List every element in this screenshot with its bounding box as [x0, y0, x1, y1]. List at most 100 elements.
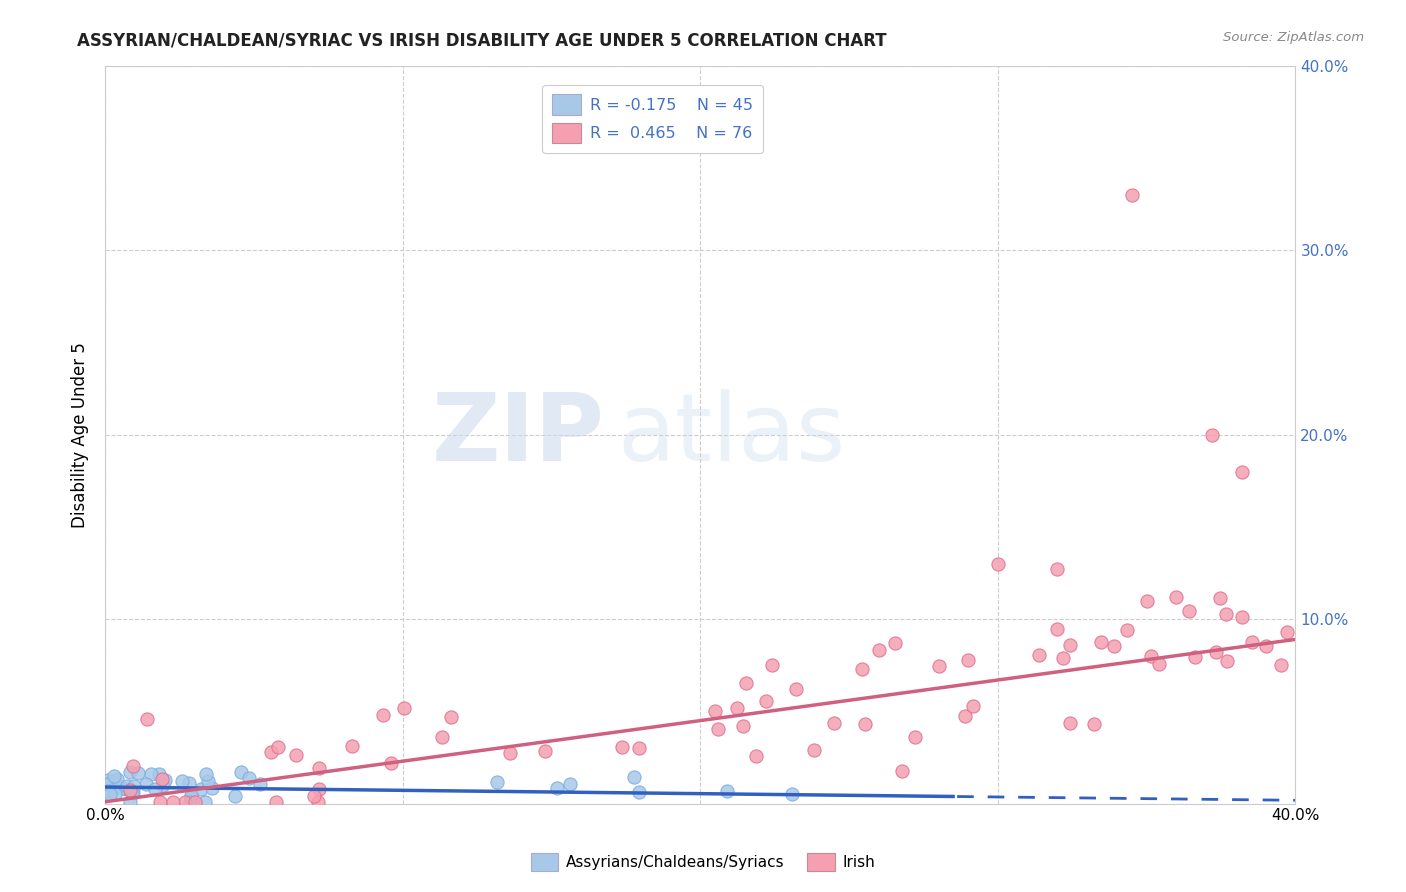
Point: [904, 730, 927, 744]
Point: [623, 770, 645, 784]
Point: [957, 653, 980, 667]
Text: Source: ZipAtlas.com: Source: ZipAtlas.com: [1223, 31, 1364, 45]
Point: [1201, 427, 1223, 442]
Point: [342, 739, 364, 753]
Point: [149, 795, 172, 809]
Point: [284, 747, 307, 762]
Point: [105, 772, 128, 787]
Point: [197, 774, 219, 789]
Point: [97, 777, 120, 791]
Point: [103, 787, 125, 801]
Point: [114, 782, 136, 797]
Point: [121, 759, 143, 773]
Point: [302, 789, 325, 803]
Point: [440, 710, 463, 724]
Point: [380, 756, 402, 770]
Point: [308, 781, 330, 796]
Point: [1166, 590, 1188, 604]
Text: ZIP: ZIP: [432, 389, 605, 481]
Point: [118, 783, 141, 797]
Point: [190, 781, 212, 796]
Point: [1184, 649, 1206, 664]
Point: [135, 777, 157, 791]
Point: [111, 780, 134, 795]
Point: [785, 681, 807, 696]
Point: [755, 694, 778, 708]
Point: [962, 698, 984, 713]
Point: [1059, 638, 1081, 652]
Point: [308, 761, 330, 775]
Point: [1177, 604, 1199, 618]
Point: [260, 745, 283, 759]
Point: [231, 764, 253, 779]
Point: [118, 764, 141, 779]
Point: [307, 795, 329, 809]
Point: [1139, 648, 1161, 663]
Point: [868, 643, 890, 657]
Point: [1256, 640, 1278, 654]
Point: [707, 722, 730, 736]
Point: [179, 795, 201, 809]
Point: [373, 708, 395, 723]
Point: [534, 744, 557, 758]
Point: [103, 769, 125, 783]
Point: [546, 781, 568, 796]
Point: [170, 774, 193, 789]
Point: [127, 766, 149, 780]
Point: [1149, 657, 1171, 671]
Text: atlas: atlas: [617, 389, 845, 481]
Point: [955, 709, 977, 723]
Point: [180, 790, 202, 805]
Point: [1046, 562, 1069, 576]
Point: [782, 787, 804, 801]
Point: [745, 748, 768, 763]
Point: [105, 777, 128, 791]
Point: [1270, 658, 1292, 673]
Point: [761, 657, 783, 672]
Point: [560, 777, 582, 791]
Point: [1205, 645, 1227, 659]
Point: [193, 795, 215, 809]
Legend: R = -0.175    N = 45, R =  0.465    N = 76: R = -0.175 N = 45, R = 0.465 N = 76: [543, 85, 763, 153]
Point: [150, 772, 173, 786]
Point: [249, 777, 271, 791]
Point: [1216, 654, 1239, 668]
Point: [928, 658, 950, 673]
Point: [486, 775, 509, 789]
Point: [1232, 610, 1254, 624]
Point: [498, 746, 520, 760]
Point: [179, 776, 201, 790]
Point: [1059, 716, 1081, 731]
Point: [238, 771, 260, 785]
Point: [118, 795, 141, 809]
Legend: Assyrians/Chaldeans/Syriacs, Irish: Assyrians/Chaldeans/Syriacs, Irish: [524, 847, 882, 877]
Point: [1136, 593, 1159, 607]
Point: [139, 766, 162, 780]
Point: [803, 743, 825, 757]
Point: [184, 795, 207, 809]
Point: [1116, 623, 1139, 637]
Point: [122, 779, 145, 793]
Point: [201, 780, 224, 795]
Text: ASSYRIAN/CHALDEAN/SYRIAC VS IRISH DISABILITY AGE UNDER 5 CORRELATION CHART: ASSYRIAN/CHALDEAN/SYRIAC VS IRISH DISABI…: [77, 31, 887, 49]
Point: [264, 795, 287, 809]
Point: [627, 785, 650, 799]
Point: [1102, 639, 1125, 653]
Point: [162, 795, 184, 809]
Point: [716, 784, 738, 798]
Point: [148, 766, 170, 780]
Point: [136, 712, 159, 726]
Point: [1275, 624, 1298, 639]
Point: [987, 557, 1010, 571]
Point: [1240, 635, 1263, 649]
Point: [890, 764, 912, 778]
Point: [823, 716, 845, 731]
Point: [1028, 648, 1050, 663]
Point: [1215, 607, 1237, 621]
Point: [152, 778, 174, 792]
Point: [224, 789, 246, 803]
Point: [610, 739, 633, 754]
Point: [735, 675, 758, 690]
Point: [267, 740, 290, 755]
Point: [1090, 634, 1112, 648]
